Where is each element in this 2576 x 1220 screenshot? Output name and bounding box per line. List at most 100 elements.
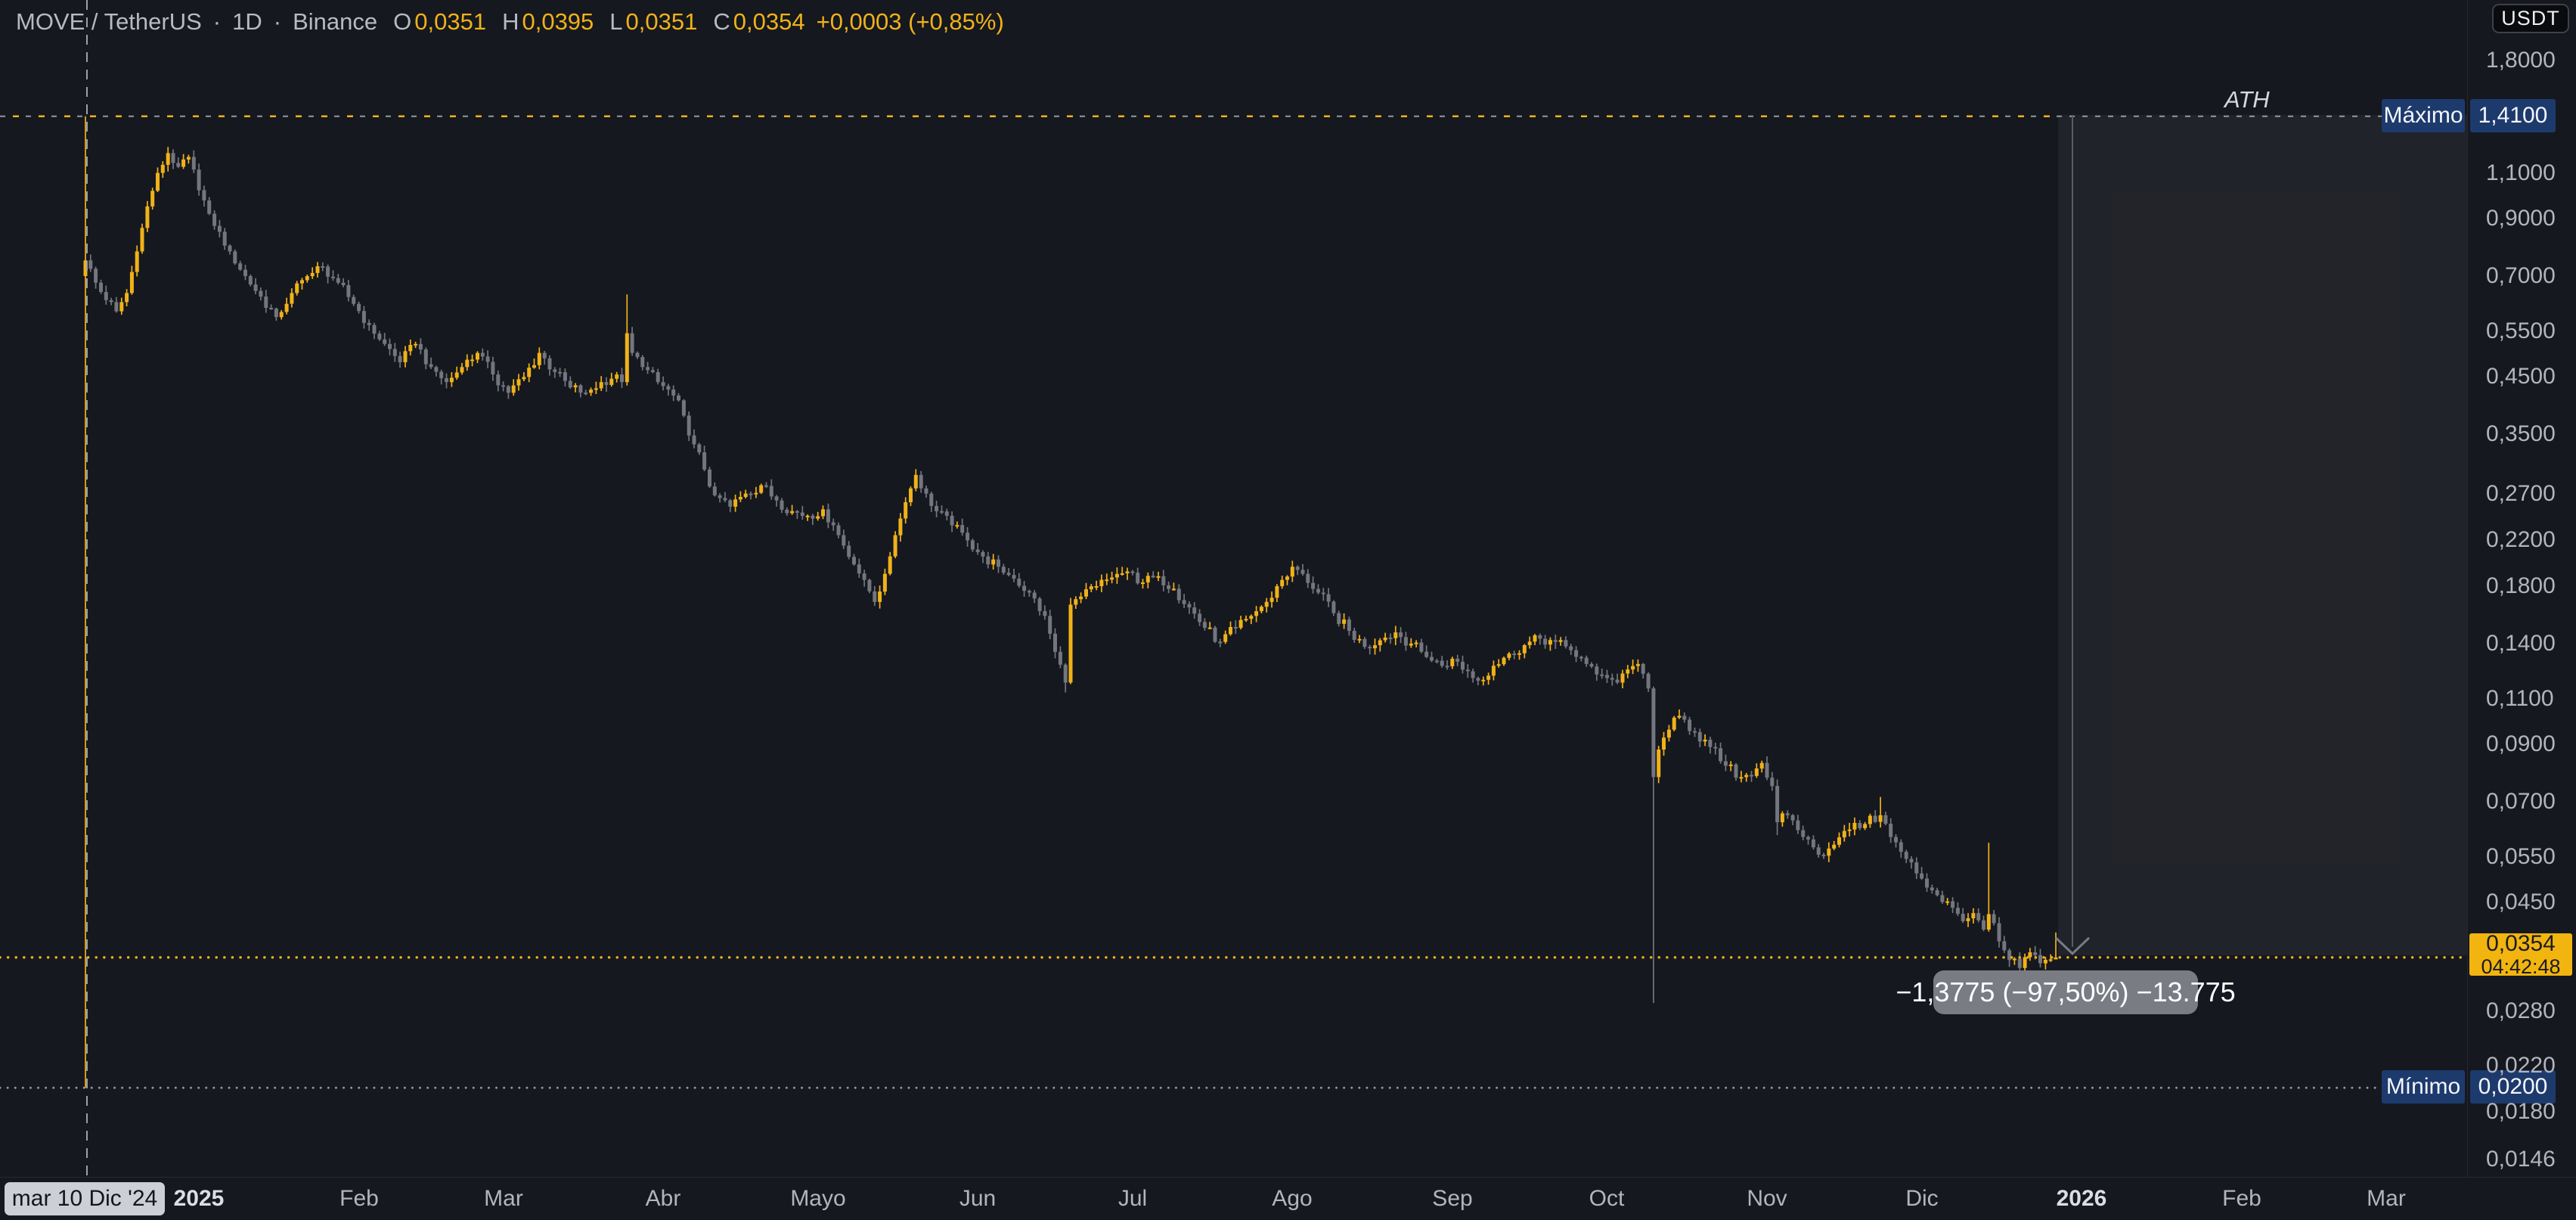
candle	[681, 400, 686, 416]
candle	[630, 333, 634, 353]
candle	[1713, 747, 1718, 749]
candle	[1600, 674, 1604, 676]
candle	[1620, 673, 1625, 683]
candle	[795, 511, 799, 513]
candle	[336, 278, 340, 283]
candle	[1847, 829, 1852, 831]
price-tick-label: 0,0280	[2486, 998, 2556, 1023]
price-axis[interactable]: 1,4100 0,0200 0,0354 04:42:48 1,8000 1,10…	[2467, 0, 2576, 1177]
candle	[1827, 848, 1831, 856]
candle	[1955, 908, 1960, 914]
candle	[1099, 579, 1104, 586]
candle	[274, 309, 278, 318]
candle	[821, 509, 825, 517]
candle	[1486, 675, 1491, 680]
candle	[738, 497, 742, 500]
ath-annotation[interactable]: ATH	[2224, 86, 2270, 113]
candle	[805, 515, 810, 517]
candle	[1300, 570, 1305, 574]
candle	[1930, 887, 1934, 890]
candle	[1259, 607, 1263, 612]
price-tick-label: 0,0550	[2486, 844, 2556, 869]
candle	[1151, 576, 1155, 578]
timeframe-label[interactable]: 1D	[232, 8, 262, 35]
candle	[1434, 660, 1439, 663]
candle	[403, 351, 408, 362]
candle	[929, 493, 934, 506]
candle	[749, 493, 753, 495]
candle	[1595, 666, 1599, 675]
low-letter: L	[609, 8, 623, 35]
current-price-chip: 0,0354 04:42:48	[2469, 932, 2572, 977]
change-value: +0,0003 (+0,85%)	[816, 8, 1004, 35]
candle	[1821, 855, 1826, 857]
candle	[1290, 567, 1294, 577]
candle	[1074, 599, 1078, 605]
candle	[129, 272, 134, 293]
candle	[1723, 761, 1728, 766]
candle	[1471, 671, 1475, 678]
minimo-label[interactable]: Mínimo	[2382, 1070, 2465, 1104]
candle	[857, 564, 861, 574]
candle	[1626, 669, 1630, 674]
candle	[935, 506, 939, 511]
currency-toggle-button[interactable]: USDT	[2492, 4, 2569, 33]
candle	[1352, 631, 1356, 640]
candle	[2054, 957, 2058, 960]
candle	[331, 276, 335, 278]
candle	[553, 369, 557, 372]
candle	[1558, 640, 1563, 642]
candle	[913, 474, 918, 489]
candle	[191, 157, 196, 170]
symbol-title[interactable]: MOVE / TetherUS	[16, 8, 202, 35]
price-range-box[interactable]	[2058, 115, 2467, 955]
candle	[1579, 657, 1583, 659]
candle	[919, 474, 923, 489]
candle	[1801, 830, 1806, 837]
minimo-axis-chip: 0,0200	[2470, 1070, 2556, 1104]
candle	[1202, 622, 1207, 628]
candle	[1043, 610, 1047, 616]
candle	[506, 386, 510, 393]
candle	[1331, 601, 1336, 613]
candle	[125, 293, 129, 303]
candle	[491, 362, 495, 374]
candle	[476, 352, 479, 360]
candle	[1719, 748, 1723, 762]
candle	[1739, 777, 1744, 779]
candle	[377, 334, 382, 340]
candle	[2028, 952, 2032, 958]
candle	[418, 343, 423, 349]
candle	[692, 435, 696, 445]
price-tick-label: 0,2200	[2486, 527, 2556, 552]
candle	[1697, 731, 1702, 742]
candle	[785, 509, 789, 514]
candle	[1063, 664, 1068, 683]
candle	[687, 415, 691, 436]
time-axis-label: Mar	[2367, 1185, 2406, 1211]
candle	[2017, 958, 2022, 968]
time-axis-label: Sep	[1432, 1185, 1473, 1211]
time-axis-label: 2025	[173, 1185, 225, 1211]
candle	[439, 371, 444, 379]
candle	[212, 213, 217, 226]
price-tick-label: 0,3500	[2486, 421, 2556, 446]
maximo-label[interactable]: Máximo	[2382, 99, 2465, 132]
candle	[1342, 619, 1347, 624]
candle	[1728, 764, 1733, 766]
time-axis[interactable]: mar 10 Dic '24 2025 Feb Mar Abr Mayo Jun Jul Ag…	[0, 1177, 2576, 1220]
candle	[1326, 594, 1331, 602]
candlestick-chart-pane[interactable]	[0, 0, 2467, 1177]
candle	[594, 388, 598, 390]
crosshair-date-label: mar 10 Dic '24	[5, 1182, 165, 1215]
price-tick-label: 0,0180	[2486, 1099, 2556, 1124]
candle	[1790, 815, 1795, 821]
candle	[1037, 598, 1042, 611]
candle	[1114, 573, 1119, 578]
candle	[1357, 638, 1362, 641]
ohlc-close: C 0,0354	[713, 8, 804, 36]
candle	[800, 512, 804, 517]
candle	[114, 302, 119, 312]
candle	[573, 385, 578, 388]
candle	[1569, 646, 1573, 650]
